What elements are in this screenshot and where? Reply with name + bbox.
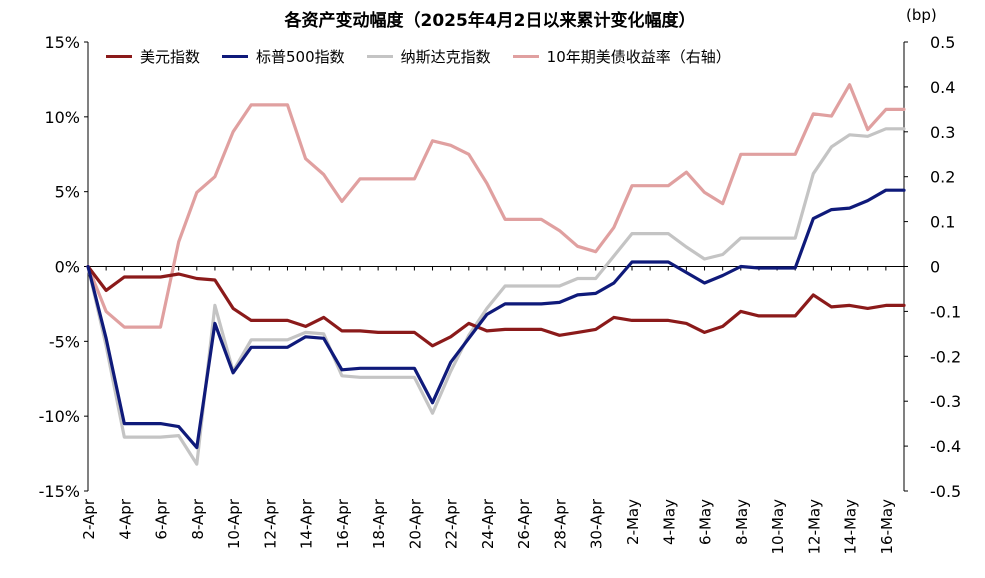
- x-tick-label: 4-May: [660, 499, 678, 545]
- series-line-sp500: [86, 188, 906, 450]
- x-tick-label: 10-May: [769, 499, 787, 555]
- legend: 美元指数 标普500指数 纳斯达克指数 10年期美债收益率（右轴）: [106, 46, 731, 67]
- x-tick-label: 24-Apr: [479, 498, 497, 549]
- x-tick-label: 30-Apr: [588, 498, 606, 549]
- x-tick-label: 12-Apr: [261, 498, 279, 549]
- x-tick-label: 16-Apr: [334, 498, 352, 549]
- x-tick-label: 18-Apr: [370, 498, 388, 549]
- x-tick-label: 6-Apr: [153, 498, 171, 539]
- right-tick-label: 0.3: [930, 123, 955, 142]
- legend-item-us10y: 10年期美债收益率（右轴）: [512, 46, 731, 67]
- x-tick-label: 14-May: [842, 499, 860, 555]
- legend-item-nasdaq: 纳斯达克指数: [366, 46, 491, 67]
- legend-swatch-us10y: [512, 55, 539, 58]
- left-tick-label: 10%: [44, 108, 80, 127]
- series-line-usd-index: [86, 264, 906, 348]
- right-tick-label: -0.3: [930, 392, 961, 411]
- x-tick-label: 14-Apr: [298, 498, 316, 549]
- right-tick-label: -0.2: [930, 347, 961, 366]
- x-tick-label: 8-Apr: [189, 498, 207, 539]
- left-tick-label: 15%: [44, 33, 80, 52]
- x-tick-label: 6-May: [697, 499, 715, 545]
- legend-swatch-nasdaq: [366, 55, 393, 58]
- legend-swatch-sp500: [222, 55, 249, 58]
- legend-item-usd-index: 美元指数: [106, 46, 200, 67]
- x-tick-label: 2-May: [624, 499, 642, 545]
- x-tick-label: 2-Apr: [80, 498, 98, 539]
- series-line-nasdaq: [86, 127, 906, 466]
- legend-swatch-usd-index: [106, 55, 132, 58]
- right-tick-label: 0.5: [930, 33, 955, 52]
- chart-title: 各资产变动幅度（2025年4月2日以来累计变化幅度）: [284, 11, 696, 31]
- x-tick-label: 28-Apr: [551, 498, 569, 549]
- right-tick-label: 0.4: [930, 78, 955, 97]
- legend-label-us10y: 10年期美债收益率（右轴）: [546, 48, 731, 66]
- legend-label-usd-index: 美元指数: [140, 48, 201, 66]
- left-tick-label: 0%: [55, 258, 80, 277]
- right-tick-label: -0.5: [930, 482, 961, 501]
- right-tick-label: -0.1: [930, 302, 961, 321]
- left-tick-label: -15%: [39, 482, 80, 501]
- x-tick-label: 8-May: [733, 499, 751, 545]
- legend-label-nasdaq: 纳斯达克指数: [400, 48, 491, 66]
- x-tick-label: 26-Apr: [515, 498, 533, 549]
- legend-item-sp500: 标普500指数: [222, 46, 345, 67]
- series-line-us10y: [86, 83, 906, 329]
- right-tick-label: 0.2: [930, 168, 955, 187]
- right-tick-label: 0.1: [930, 213, 955, 232]
- x-tick-label: 10-Apr: [225, 498, 243, 549]
- legend-label-sp500: 标普500指数: [256, 48, 345, 66]
- x-tick-label: 4-Apr: [116, 498, 134, 539]
- right-tick-label: 0: [930, 258, 940, 277]
- x-tick-label: 16-May: [878, 499, 896, 555]
- left-tick-label: -10%: [39, 407, 80, 426]
- x-tick-label: 12-May: [805, 499, 823, 555]
- right-axis-unit: (bp): [906, 6, 937, 24]
- left-tick-label: -5%: [49, 332, 80, 351]
- left-tick-label: 5%: [55, 183, 80, 202]
- right-tick-label: -0.4: [930, 437, 961, 456]
- x-tick-label: 20-Apr: [406, 498, 424, 549]
- x-tick-label: 22-Apr: [443, 498, 461, 549]
